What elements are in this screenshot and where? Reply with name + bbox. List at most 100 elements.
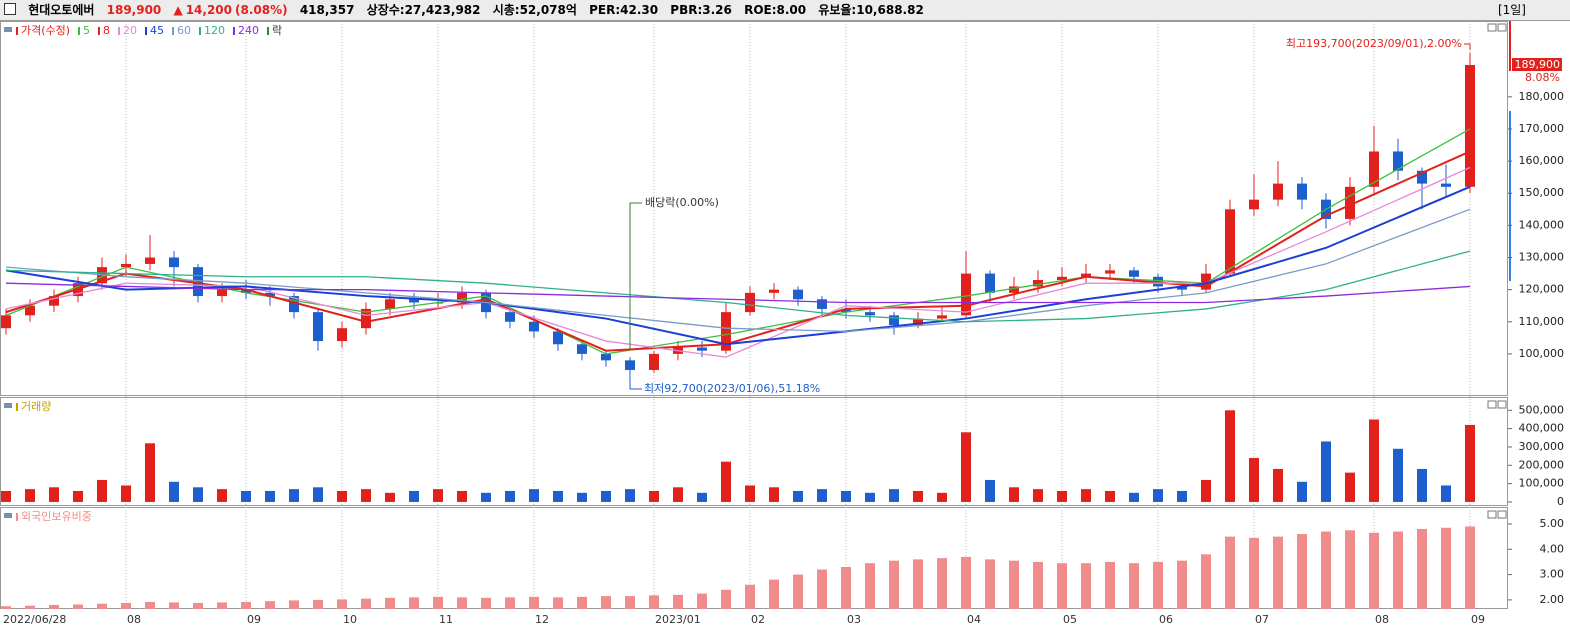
bar [313, 599, 323, 609]
bar [721, 589, 731, 609]
y-tick-label: 300,000 [1519, 440, 1565, 453]
bar [481, 597, 491, 609]
volume: 418,357 [299, 3, 355, 17]
bar [673, 594, 683, 609]
legend-label: 20 [123, 24, 137, 37]
price-panel [0, 21, 1508, 396]
candle-body [769, 289, 779, 293]
legend-swatch [199, 27, 201, 35]
candle-body [937, 315, 947, 319]
bar [1033, 489, 1043, 502]
panel-button[interactable] [1487, 510, 1497, 519]
candle-body [1177, 286, 1187, 290]
x-tick-label: 10 [343, 613, 357, 626]
candle-body [49, 296, 59, 306]
legend-swatch [98, 27, 100, 35]
y-tick-label: 400,000 [1519, 422, 1565, 435]
bar [241, 490, 251, 502]
panel-button[interactable] [1497, 23, 1507, 32]
candle-body [577, 344, 587, 354]
y-tick-label: 150,000 [1519, 186, 1565, 199]
y-tick-label: 110,000 [1519, 315, 1565, 328]
bar [1345, 530, 1355, 609]
bar [1225, 536, 1235, 609]
ma-line [5, 185, 1471, 346]
bar [1153, 561, 1163, 609]
bar [1369, 419, 1379, 502]
legend-swatch [145, 27, 147, 35]
bar [649, 490, 659, 502]
bar [385, 492, 395, 502]
candle-body [529, 321, 539, 332]
bar [1249, 457, 1259, 502]
bar [625, 596, 635, 609]
candle-body [961, 273, 971, 316]
candle-body [169, 257, 179, 268]
bar [193, 602, 203, 609]
candle-body [625, 360, 635, 370]
bar [49, 487, 59, 502]
x-tick-label: 07 [1255, 613, 1269, 626]
candle-body [1441, 183, 1451, 187]
bar [361, 489, 371, 502]
panel-button[interactable] [1487, 400, 1497, 409]
x-tick-label: 08 [1375, 613, 1389, 626]
x-tick-label: 06 [1159, 613, 1173, 626]
x-tick-label: 12 [535, 613, 549, 626]
bar [1393, 531, 1403, 609]
reserve: 유보율:10,688.82 [818, 3, 924, 17]
bar [913, 559, 923, 609]
annotation-low: 최저92,700(2023/01/06),51.18% [644, 382, 820, 395]
bar [337, 599, 347, 609]
shares: 상장수:27,423,982 [366, 3, 481, 17]
legend-swatch [16, 403, 18, 411]
bar [1345, 472, 1355, 502]
panel-button[interactable] [1487, 23, 1497, 32]
bar [1, 490, 11, 502]
bar [265, 490, 275, 502]
candle-body [745, 292, 755, 313]
x-tick-label: 04 [967, 613, 981, 626]
bar [841, 490, 851, 502]
bar [865, 492, 875, 502]
change: 14,200 [185, 3, 233, 17]
legend-label: 8 [103, 24, 110, 37]
panel-button[interactable] [1497, 400, 1507, 409]
bar [601, 596, 611, 609]
legend-label: 240 [238, 24, 259, 37]
bar [337, 490, 347, 502]
legend-marker [4, 27, 12, 32]
bar [1177, 490, 1187, 502]
bar [769, 487, 779, 502]
legend-swatch [78, 27, 80, 35]
bar [553, 597, 563, 609]
bar [745, 584, 755, 609]
rate: (8.08%) [235, 3, 288, 17]
bar [385, 597, 395, 609]
bar [1033, 561, 1043, 609]
panel-title: 외국인보유비중 [21, 510, 92, 523]
bar [25, 605, 35, 609]
candle-body [1105, 270, 1115, 274]
bar [1297, 534, 1307, 609]
y-tick-label: 3.00 [1540, 568, 1565, 581]
bar [913, 490, 923, 502]
last-price-box [1512, 58, 1562, 72]
candle-body [361, 308, 371, 329]
candle-body [1, 315, 11, 329]
bar [409, 490, 419, 502]
candle-body [865, 312, 875, 316]
period[interactable]: [1일] [1497, 3, 1526, 17]
bar [529, 596, 539, 609]
checkbox[interactable] [4, 3, 16, 15]
panel-button[interactable] [1497, 510, 1507, 519]
bar [937, 492, 947, 502]
candle-body [145, 257, 155, 264]
candle-body [1225, 209, 1235, 274]
bar [841, 566, 851, 609]
bar [961, 432, 971, 502]
x-tick-label: 2022/06/28 [3, 613, 66, 626]
candle-body [841, 308, 851, 313]
bar [121, 602, 131, 609]
